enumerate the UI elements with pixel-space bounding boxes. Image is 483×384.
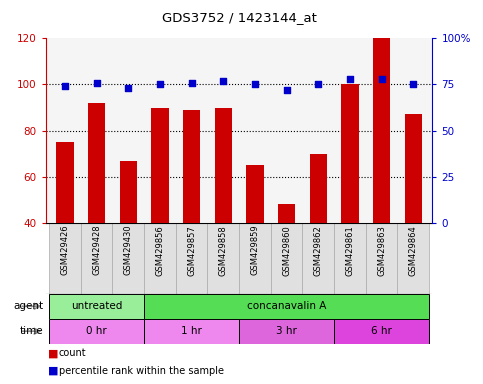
Bar bbox=[183, 110, 200, 315]
Text: count: count bbox=[59, 348, 86, 358]
Text: GSM429426: GSM429426 bbox=[60, 225, 70, 275]
Point bbox=[219, 78, 227, 84]
Bar bbox=[373, 38, 390, 315]
Text: GSM429428: GSM429428 bbox=[92, 225, 101, 275]
Text: time: time bbox=[20, 326, 43, 336]
Point bbox=[283, 87, 290, 93]
Bar bbox=[334, 319, 429, 344]
Point bbox=[378, 76, 385, 82]
Bar bbox=[310, 154, 327, 315]
Text: ■: ■ bbox=[48, 366, 59, 376]
Point bbox=[156, 81, 164, 88]
Text: GSM429859: GSM429859 bbox=[250, 225, 259, 275]
Bar bbox=[207, 223, 239, 294]
Text: untreated: untreated bbox=[71, 301, 122, 311]
Text: GSM429857: GSM429857 bbox=[187, 225, 196, 276]
Text: percentile rank within the sample: percentile rank within the sample bbox=[59, 366, 224, 376]
Text: GSM429864: GSM429864 bbox=[409, 225, 418, 276]
Bar bbox=[405, 114, 422, 315]
Bar bbox=[239, 223, 271, 294]
Point bbox=[61, 83, 69, 89]
Text: GSM429863: GSM429863 bbox=[377, 225, 386, 276]
Text: GSM429861: GSM429861 bbox=[345, 225, 355, 276]
Bar bbox=[271, 223, 302, 294]
Text: agent: agent bbox=[14, 301, 43, 311]
Bar bbox=[398, 223, 429, 294]
Bar bbox=[119, 161, 137, 315]
Point bbox=[314, 81, 322, 88]
Text: ■: ■ bbox=[48, 348, 59, 358]
Text: GDS3752 / 1423144_at: GDS3752 / 1423144_at bbox=[162, 12, 316, 25]
Text: GSM429430: GSM429430 bbox=[124, 225, 133, 275]
Bar bbox=[278, 204, 295, 315]
Point bbox=[251, 81, 259, 88]
Bar bbox=[246, 165, 264, 315]
Text: GSM429862: GSM429862 bbox=[314, 225, 323, 276]
Text: 6 hr: 6 hr bbox=[371, 326, 392, 336]
Bar bbox=[113, 223, 144, 294]
Bar bbox=[144, 319, 239, 344]
Bar bbox=[341, 84, 359, 315]
Text: 0 hr: 0 hr bbox=[86, 326, 107, 336]
Bar bbox=[49, 319, 144, 344]
Point bbox=[346, 76, 354, 82]
Point bbox=[188, 79, 196, 86]
Text: 1 hr: 1 hr bbox=[181, 326, 202, 336]
Bar bbox=[302, 223, 334, 294]
Bar bbox=[144, 294, 429, 319]
Point bbox=[410, 81, 417, 88]
Bar bbox=[151, 108, 169, 315]
Bar bbox=[214, 108, 232, 315]
Bar bbox=[366, 223, 398, 294]
Text: GSM429860: GSM429860 bbox=[282, 225, 291, 276]
Bar bbox=[56, 142, 73, 315]
Text: GSM429856: GSM429856 bbox=[156, 225, 164, 276]
Bar bbox=[49, 223, 81, 294]
Bar bbox=[81, 223, 113, 294]
Bar bbox=[49, 294, 144, 319]
Bar bbox=[239, 319, 334, 344]
Bar bbox=[88, 103, 105, 315]
Bar bbox=[334, 223, 366, 294]
Point bbox=[124, 85, 132, 91]
Text: concanavalin A: concanavalin A bbox=[247, 301, 327, 311]
Text: 3 hr: 3 hr bbox=[276, 326, 297, 336]
Bar bbox=[144, 223, 176, 294]
Point bbox=[93, 79, 100, 86]
Text: GSM429858: GSM429858 bbox=[219, 225, 228, 276]
Bar bbox=[176, 223, 207, 294]
